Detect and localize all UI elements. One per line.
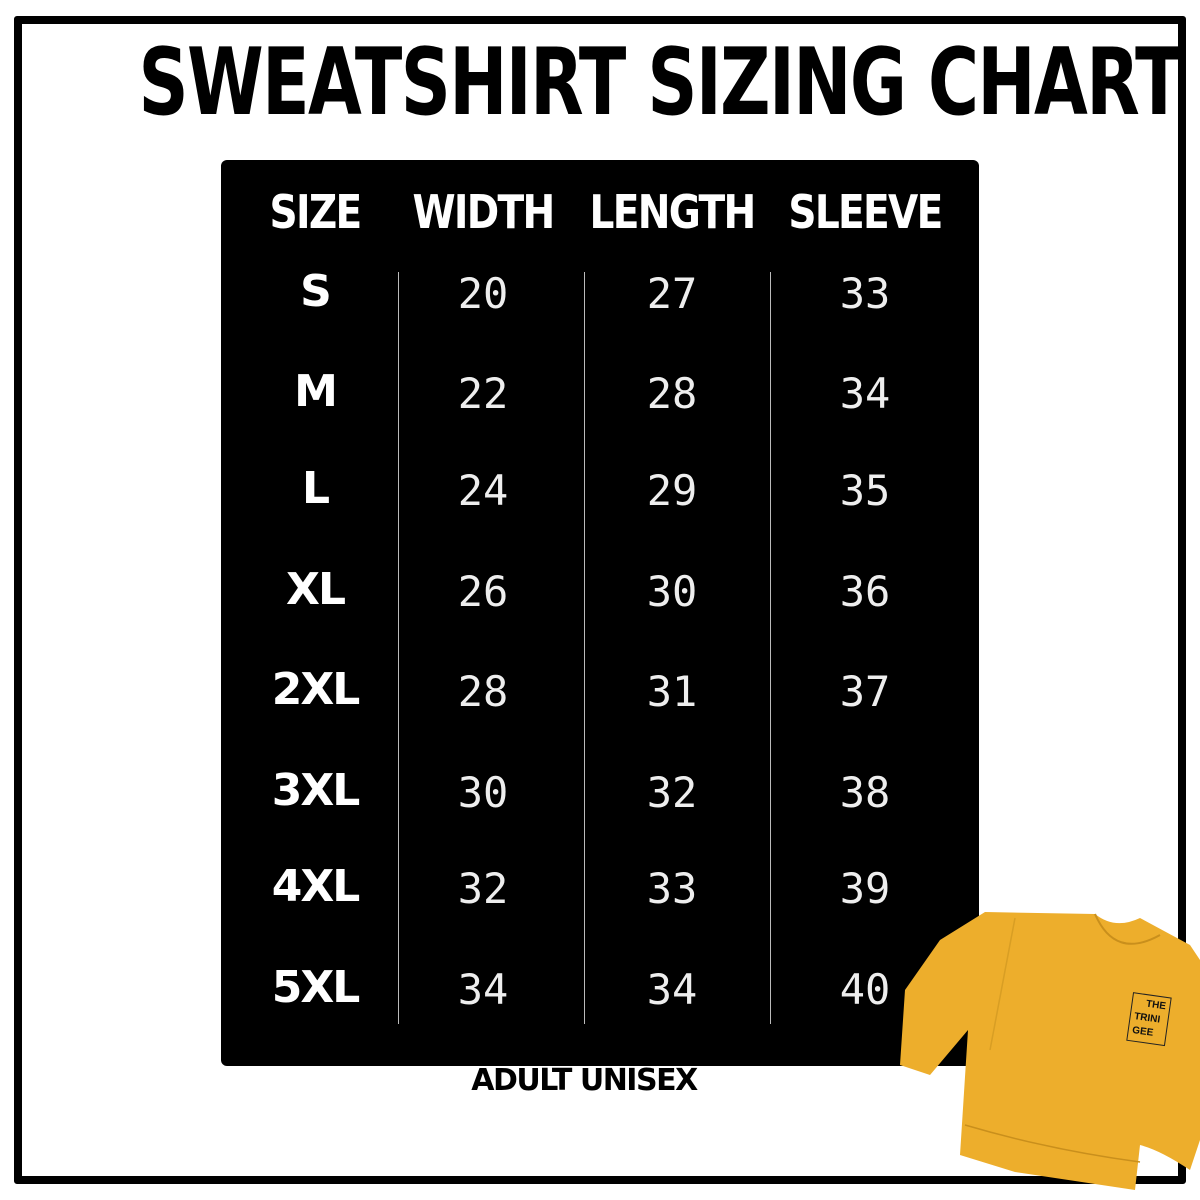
measurement-cell: 29 — [646, 466, 698, 515]
measurement-cell: 20 — [457, 269, 509, 318]
title-container: SWEATSHIRT SIZING CHART — [0, 27, 1200, 140]
measurement-cell: 39 — [839, 864, 891, 913]
column-divider — [770, 272, 771, 1024]
size-label: 5XL — [271, 962, 361, 1013]
sweatshirt-image: THE TRINI GEE — [900, 912, 1200, 1190]
size-label: M — [294, 366, 338, 417]
sweatshirt-body — [900, 912, 1200, 1190]
page-title: SWEATSHIRT SIZING CHART — [138, 27, 1183, 137]
column-divider — [398, 272, 399, 1024]
brand-logo: THE TRINI GEE — [1131, 999, 1167, 1039]
column-header-size: SIZE — [269, 185, 363, 239]
measurement-cell: 30 — [457, 768, 509, 817]
size-label: L — [301, 463, 330, 514]
measurement-cell: 27 — [646, 269, 698, 318]
measurement-cell: 32 — [457, 864, 509, 913]
fit-note: ADULT UNISEX — [471, 1063, 698, 1098]
measurement-cell: 31 — [646, 667, 698, 716]
measurement-cell: 30 — [646, 567, 698, 616]
measurement-cell: 37 — [839, 667, 891, 716]
column-divider — [584, 272, 585, 1024]
measurement-cell: 28 — [646, 369, 698, 418]
column-header-sleeve: SLEEVE — [788, 185, 943, 239]
measurement-cell: 33 — [839, 269, 891, 318]
measurement-cell: 34 — [839, 369, 891, 418]
svg-text:TRINI: TRINI — [1133, 1011, 1161, 1026]
svg-text:GEE: GEE — [1131, 1025, 1154, 1039]
size-label: 3XL — [271, 765, 361, 816]
measurement-cell: 22 — [457, 369, 509, 418]
measurement-cell: 26 — [457, 567, 509, 616]
size-label: XL — [286, 564, 346, 615]
column-header-width: WIDTH — [412, 185, 555, 239]
measurement-cell: 28 — [457, 667, 509, 716]
units-note: *SIZES IN INCHES — [448, 1027, 721, 1062]
measurement-cell: 34 — [457, 965, 509, 1014]
measurement-cell: 32 — [646, 768, 698, 817]
measurement-cell: 33 — [646, 864, 698, 913]
size-label: S — [300, 266, 332, 317]
measurement-cell: 24 — [457, 466, 509, 515]
size-table-background — [221, 160, 979, 1066]
measurement-cell: 34 — [646, 965, 698, 1014]
size-label: 4XL — [271, 861, 361, 912]
svg-text:THE: THE — [1145, 999, 1167, 1013]
column-header-length: LENGTH — [589, 185, 757, 239]
measurement-cell: 35 — [839, 466, 891, 515]
measurement-cell: 40 — [839, 965, 891, 1014]
measurement-cell: 36 — [839, 567, 891, 616]
size-label: 2XL — [271, 664, 361, 715]
image-frame — [14, 16, 1186, 1184]
measurement-cell: 38 — [839, 768, 891, 817]
